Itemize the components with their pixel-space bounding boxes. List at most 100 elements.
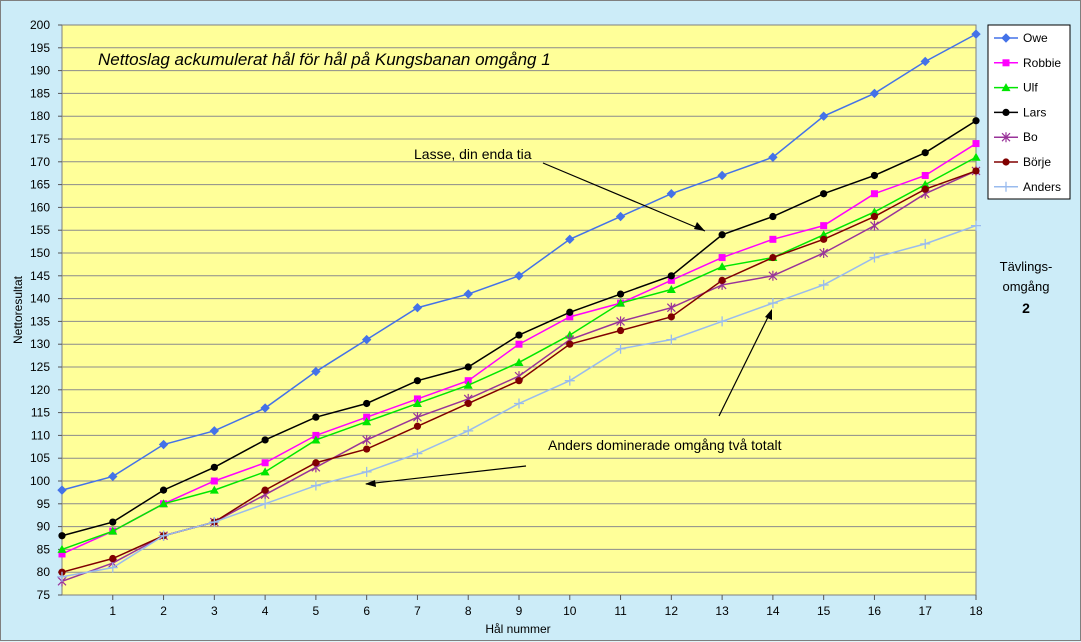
x-tick-label: 3: [211, 604, 218, 618]
legend-marker: [1001, 33, 1011, 43]
data-point: [57, 571, 67, 582]
legend-label: Anders: [1023, 180, 1061, 194]
annotation-anders-arrow-left: [365, 465, 527, 485]
annotation-anders-arrow-up: [718, 310, 772, 417]
y-tick-label: 110: [31, 428, 50, 442]
data-point: [921, 185, 929, 193]
data-point: [972, 140, 980, 148]
x-tick-label: 12: [665, 604, 679, 618]
x-tick-label: 13: [715, 604, 729, 618]
data-point: [869, 207, 879, 216]
data-point: [515, 377, 523, 385]
data-point: [820, 235, 828, 243]
data-point: [58, 550, 66, 558]
data-point: [566, 313, 574, 321]
data-point: [363, 413, 371, 421]
x-tick-label: 10: [563, 604, 577, 618]
x-tick-label: 18: [969, 604, 983, 618]
series-lars: [58, 117, 980, 540]
data-point: [564, 375, 575, 386]
data-point: [667, 272, 675, 280]
y-tick-label: 195: [30, 41, 50, 55]
x-tick-label: 16: [868, 604, 882, 618]
data-point: [361, 334, 372, 345]
data-point: [57, 485, 67, 495]
data-point: [565, 234, 575, 245]
x-tick-label: 4: [262, 604, 269, 618]
legend-item-anders: Anders: [994, 180, 1061, 194]
data-point: [769, 212, 777, 221]
data-point: [767, 298, 778, 309]
data-point: [261, 486, 269, 494]
legend-marker: [1002, 108, 1010, 116]
series-layer: [57, 29, 981, 587]
data-point: [818, 111, 829, 121]
data-point: [209, 517, 220, 528]
data-point: [209, 426, 220, 436]
y-tick-label: 100: [30, 474, 50, 488]
x-axis-ticks: 1 2 3 4 5 6 7 8 9 10 11 12 13 14 15 16 17 18: [109, 595, 983, 618]
data-point: [768, 152, 778, 162]
data-point: [869, 88, 880, 99]
data-point: [616, 326, 625, 335]
data-point: [158, 439, 169, 450]
data-point: [667, 313, 675, 321]
x-tick-label: 11: [614, 604, 627, 618]
data-point: [57, 544, 67, 553]
y-tick-label: 180: [30, 109, 50, 123]
data-point: [717, 262, 727, 271]
data-point: [972, 117, 980, 125]
data-point: [159, 486, 168, 494]
legend-label: Börje: [1023, 155, 1051, 169]
data-point: [312, 431, 320, 439]
plot-area: [61, 24, 977, 596]
data-point: [616, 316, 625, 327]
data-point: [159, 499, 169, 508]
y-tick-label: 115: [31, 406, 50, 420]
data-point: [412, 303, 423, 313]
data-point: [413, 395, 421, 403]
data-point: [58, 532, 66, 540]
data-point: [413, 422, 422, 430]
legend-marker: [1001, 132, 1011, 143]
data-point: [312, 413, 320, 421]
y-tick-label: 105: [30, 451, 50, 465]
legend-item-lars: Lars: [994, 105, 1046, 119]
data-point: [718, 231, 726, 239]
data-point: [768, 270, 778, 281]
data-point: [463, 425, 474, 436]
data-point: [819, 230, 829, 239]
data-point: [261, 436, 269, 444]
data-point: [261, 459, 269, 467]
legend-label: Bo: [1023, 130, 1038, 144]
y-tick-label: 190: [30, 64, 50, 78]
y-tick-label: 135: [30, 314, 50, 328]
data-point: [363, 399, 371, 408]
y-tick-label: 130: [30, 337, 50, 351]
data-point: [108, 526, 118, 535]
data-point: [615, 211, 626, 222]
data-point: [769, 253, 777, 262]
chart-title: Nettoslag ackumulerat hål för hål på Kun…: [98, 50, 551, 69]
y-tick-label: 85: [37, 542, 51, 556]
annotation-anders: Anders dominerade omgång två totalt: [548, 437, 782, 453]
y-tick-label: 150: [30, 246, 50, 260]
data-point: [210, 463, 218, 471]
data-point: [311, 366, 321, 377]
data-point: [920, 56, 930, 67]
legend: Owe Robbie Ulf Lars Bo Börje Anders: [987, 24, 1071, 200]
legend-label: Lars: [1023, 105, 1046, 119]
data-point: [820, 190, 828, 198]
annotation-lasse-arrow: [542, 162, 706, 232]
data-point: [361, 466, 372, 477]
data-point: [514, 271, 524, 281]
data-point: [310, 480, 321, 491]
data-point: [515, 340, 523, 348]
annotation-lasse-arrowhead: [694, 222, 705, 231]
annotation-lasse: Lasse, din enda tia: [414, 146, 532, 162]
x-tick-label: 14: [766, 604, 780, 618]
data-point: [616, 290, 625, 298]
x-axis-title: Hål nummer: [485, 622, 550, 636]
data-point: [514, 357, 524, 366]
